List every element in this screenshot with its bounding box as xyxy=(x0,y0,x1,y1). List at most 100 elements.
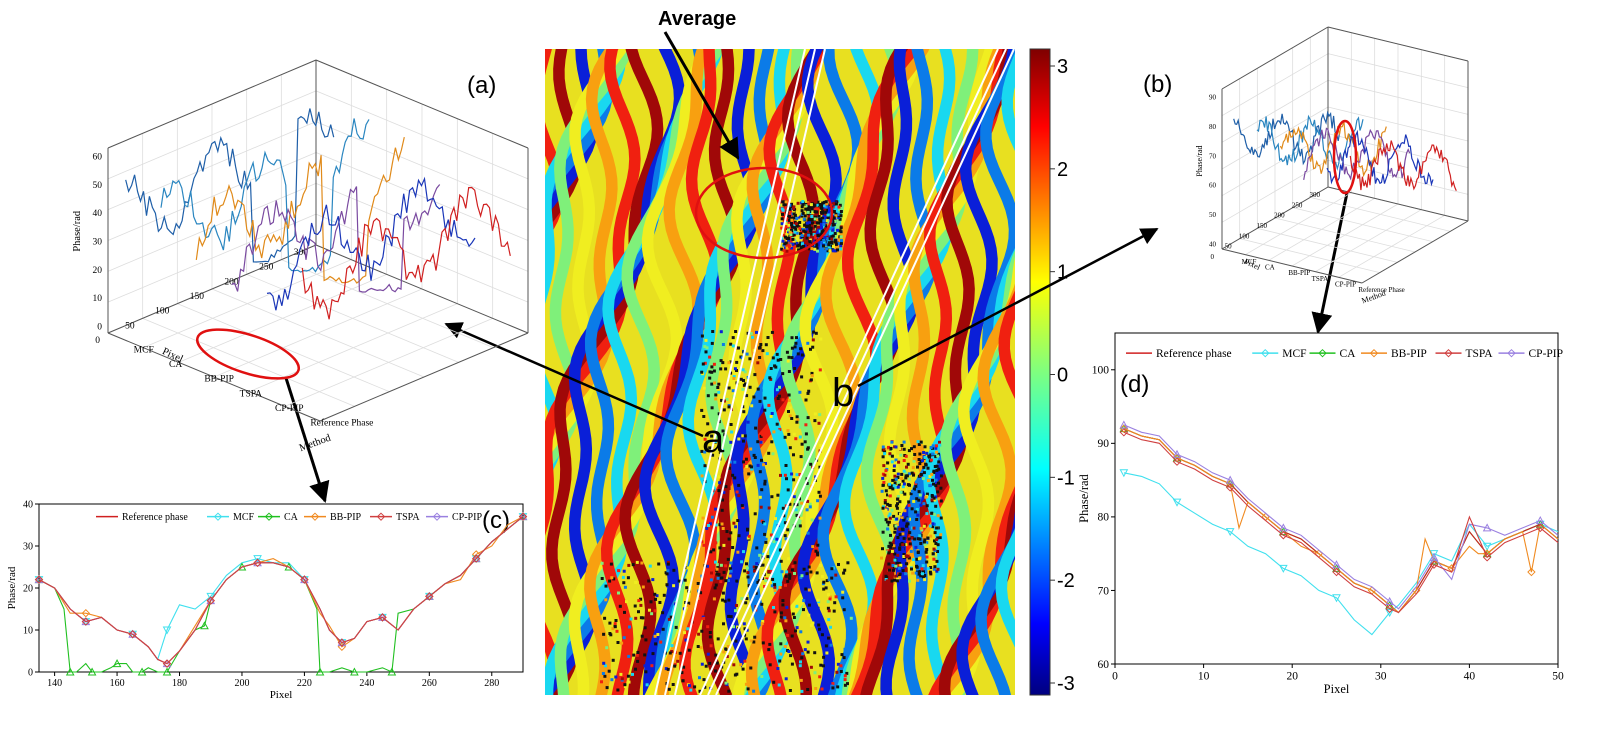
speckle xyxy=(896,553,900,557)
speckle xyxy=(826,606,830,610)
speckle xyxy=(604,584,608,588)
speckle xyxy=(781,599,785,603)
speckle xyxy=(729,531,733,535)
speckle xyxy=(801,652,805,656)
speckle xyxy=(600,577,604,580)
speckle xyxy=(891,487,895,491)
speckle xyxy=(843,678,847,682)
speckle xyxy=(745,566,749,570)
speckle xyxy=(831,682,835,686)
speckle xyxy=(788,576,792,580)
speckle xyxy=(702,415,706,418)
speckle xyxy=(671,683,675,686)
speckle xyxy=(735,360,739,364)
speckle xyxy=(685,586,689,590)
speckle xyxy=(685,604,689,608)
speckle xyxy=(884,523,888,527)
chart-d: 0 10 20 30 40 5060708090100PixelPhase/rad(d)R… xyxy=(1077,332,1564,696)
legend-label: CA xyxy=(284,512,299,523)
speckle xyxy=(886,521,890,525)
series-bbpip-marker xyxy=(81,608,91,618)
speckle xyxy=(902,469,906,473)
speckle xyxy=(780,226,784,230)
speckle xyxy=(788,203,792,207)
speckle xyxy=(832,245,835,248)
speckle xyxy=(684,566,688,570)
speckle xyxy=(803,223,807,227)
speckle xyxy=(787,223,791,227)
series-cppip-marker xyxy=(1429,552,1439,561)
speckle xyxy=(714,669,717,673)
speckle xyxy=(732,625,735,629)
speckle xyxy=(830,576,834,580)
speckle xyxy=(925,555,929,559)
speckle xyxy=(608,621,612,625)
speckle xyxy=(798,226,802,230)
speckle xyxy=(795,237,799,241)
speckle xyxy=(830,235,834,239)
speckle xyxy=(904,554,908,558)
speckle xyxy=(888,568,891,572)
speckle xyxy=(794,508,798,512)
speckle xyxy=(824,210,828,214)
speckle xyxy=(935,526,939,530)
speckle xyxy=(890,549,894,553)
speckle xyxy=(888,512,892,516)
speckle xyxy=(893,530,897,534)
speckle xyxy=(791,225,794,229)
speckle xyxy=(703,361,707,365)
speckle xyxy=(735,579,739,583)
speckle xyxy=(901,528,905,531)
speckle xyxy=(820,216,824,220)
speckle xyxy=(759,388,763,392)
speckle xyxy=(722,622,725,626)
speckle xyxy=(904,454,908,458)
speckle xyxy=(896,577,900,581)
series-cppip-marker xyxy=(1172,449,1182,458)
speckle xyxy=(615,629,619,633)
speckle xyxy=(939,533,943,537)
method-tick-label: CP-PIP xyxy=(275,404,304,414)
speckle xyxy=(796,418,800,422)
series-tspa-marker xyxy=(1172,457,1182,466)
speckle xyxy=(767,403,771,407)
speckle xyxy=(929,566,933,569)
speckle xyxy=(720,508,724,512)
speckle xyxy=(796,213,799,217)
speckle xyxy=(839,214,843,218)
speckle xyxy=(892,514,896,518)
speckle xyxy=(895,579,899,583)
arrow-b-to-chart-d xyxy=(1311,192,1349,335)
speckle xyxy=(799,232,802,236)
series-line-4 xyxy=(266,176,476,311)
speckle xyxy=(936,567,940,571)
speckle xyxy=(922,471,926,475)
speckle xyxy=(645,662,649,666)
speckle xyxy=(905,562,909,566)
speckle xyxy=(807,218,811,222)
speckle xyxy=(794,437,798,441)
speckle xyxy=(743,659,747,663)
speckle xyxy=(820,633,824,637)
speckle xyxy=(810,207,814,211)
speckle xyxy=(749,666,753,670)
speckle xyxy=(893,558,897,562)
speckle xyxy=(888,504,892,507)
speckle xyxy=(814,687,818,690)
speckle xyxy=(764,537,768,541)
speckle xyxy=(714,583,718,587)
speckle xyxy=(706,564,709,568)
method-tick-label: Reference Phase xyxy=(310,418,373,429)
series-cppip-marker xyxy=(1332,560,1341,569)
speckle xyxy=(937,481,940,485)
y-tick-label: 20 xyxy=(23,583,33,594)
series-line-2 xyxy=(195,136,405,284)
speckle xyxy=(620,641,624,645)
z-tick-label: 50 xyxy=(93,181,103,191)
speckle xyxy=(779,358,783,361)
speckle xyxy=(616,688,620,692)
speckle xyxy=(714,541,718,545)
speckle xyxy=(919,542,923,545)
speckle xyxy=(808,247,812,251)
speckle xyxy=(768,376,772,380)
